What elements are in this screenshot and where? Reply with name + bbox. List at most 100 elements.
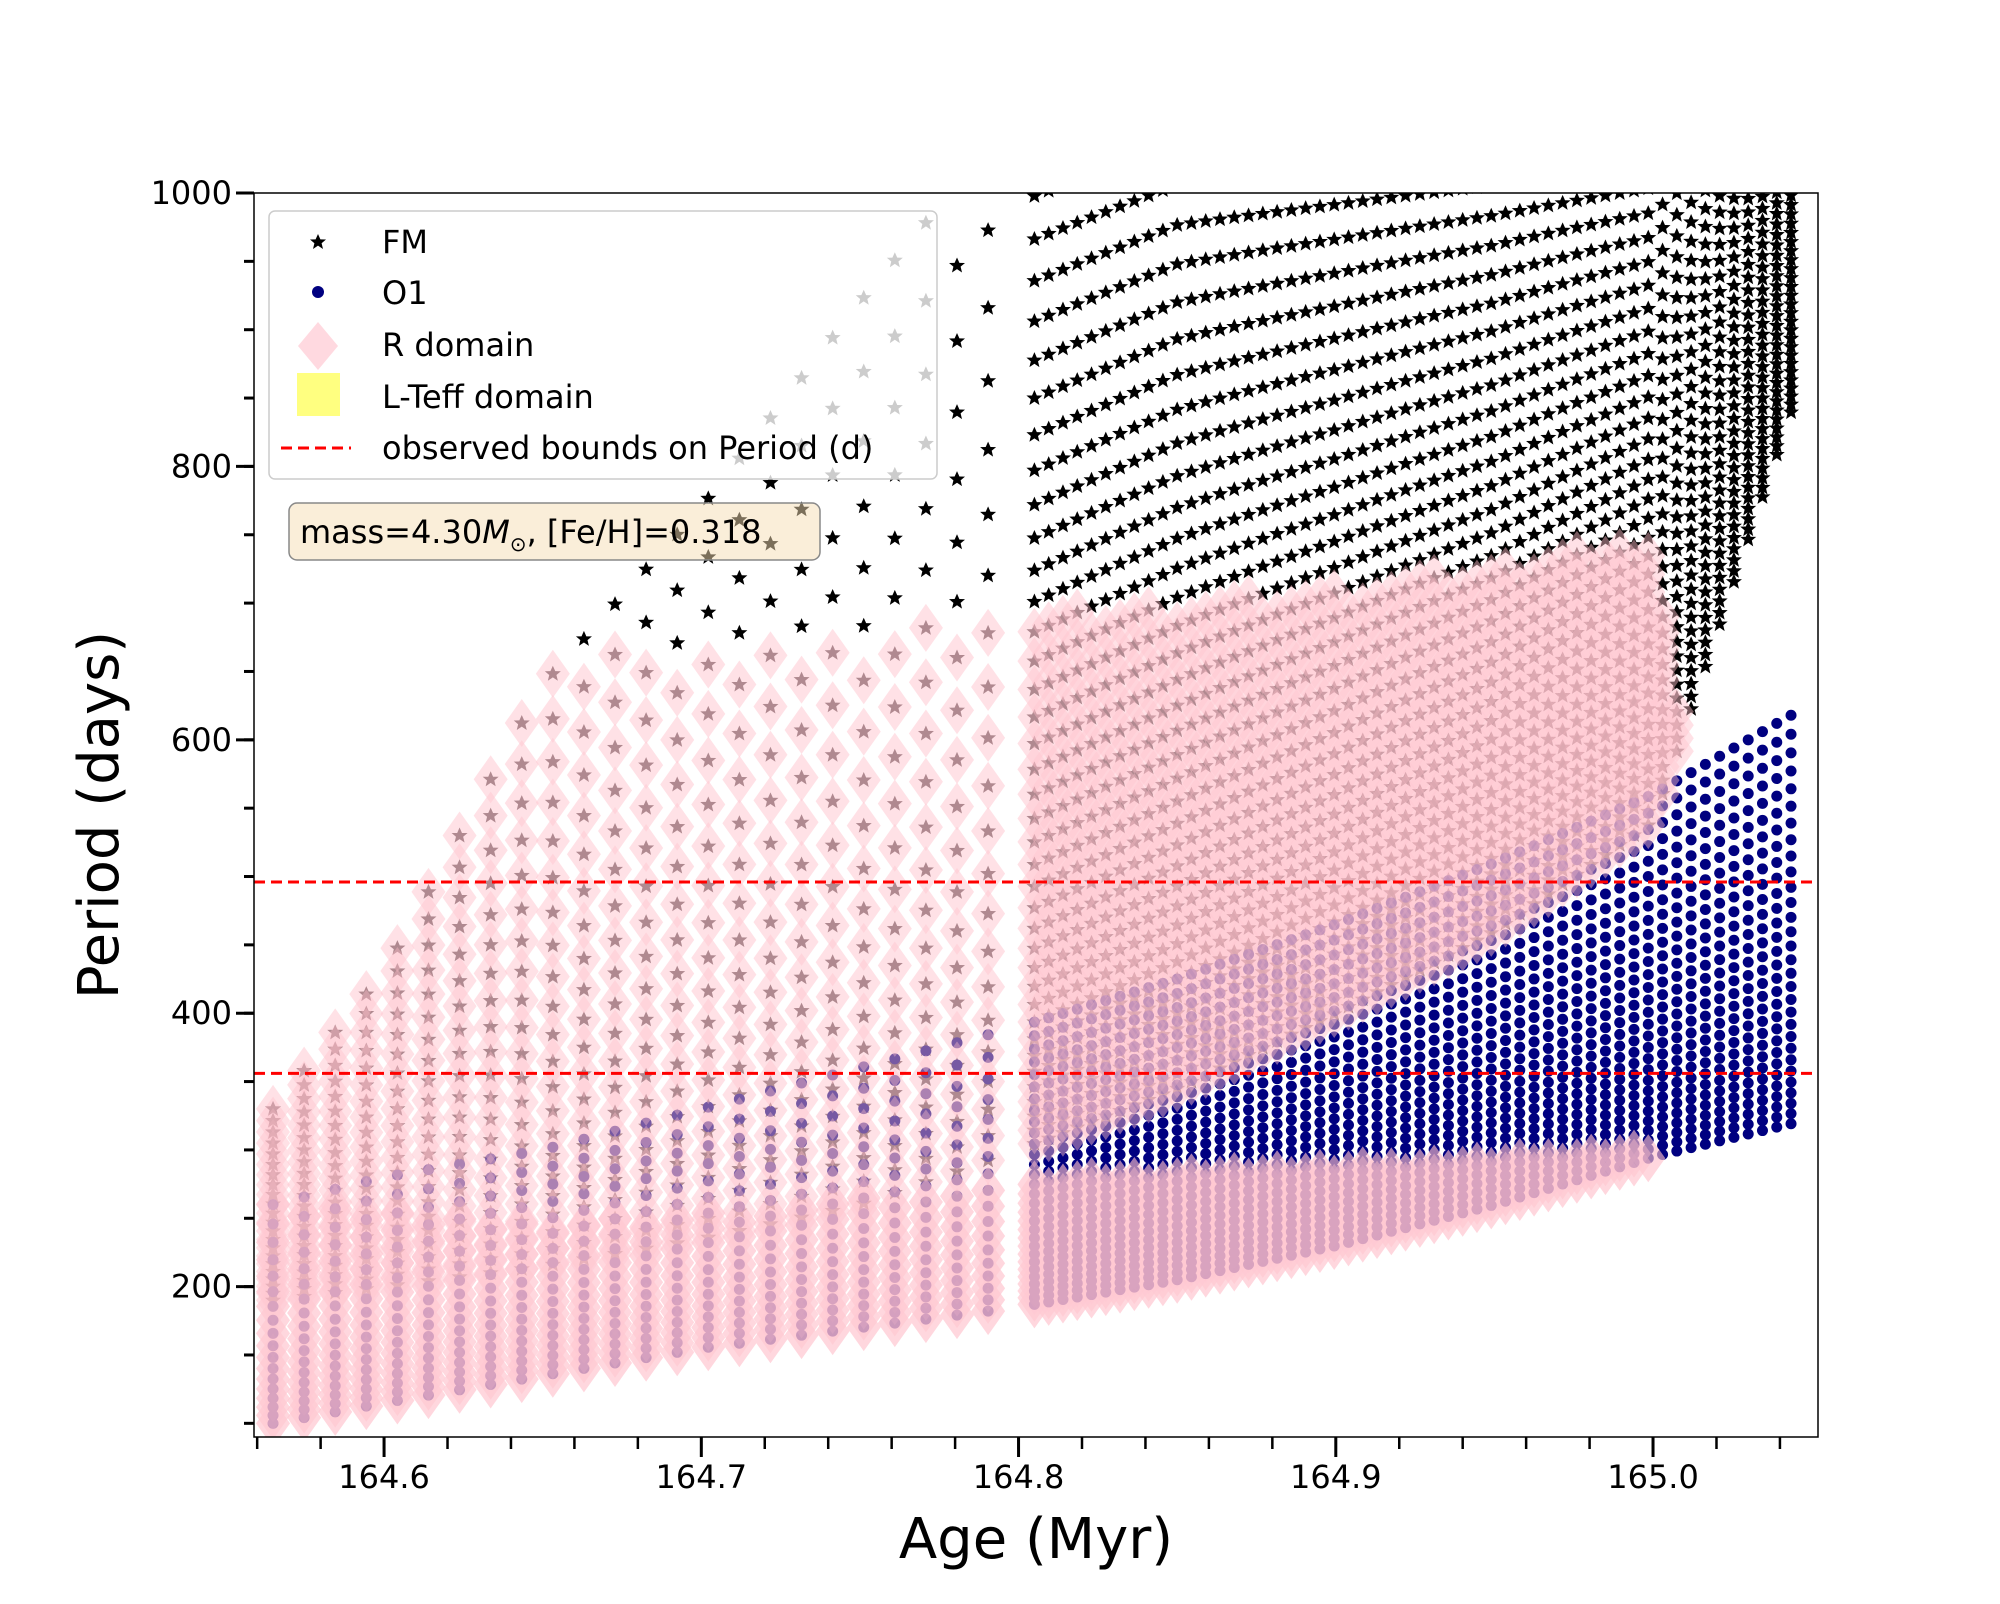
o1-point [1771,985,1783,997]
fm-point [1468,298,1485,314]
o1-point [1699,843,1711,855]
o1-point [1414,1014,1426,1026]
fm-point [1611,285,1628,301]
o1-point [1714,1125,1726,1137]
fm-point [1611,332,1628,348]
o1-point [1756,1003,1768,1015]
o1-point [1271,1107,1283,1119]
o1-point [1557,934,1569,946]
o1-point [1742,995,1754,1007]
fm-point [1426,336,1443,352]
o1-point [1756,1051,1768,1063]
fm-point [575,630,592,646]
o1-point [1585,1015,1597,1027]
o1-point [1342,1063,1354,1075]
o1-point [1699,827,1711,839]
fm-point [1383,222,1400,238]
fm-point [1711,204,1728,220]
r-domain-point [629,783,664,832]
o1-point [1585,1061,1597,1073]
o1-point [1300,1121,1312,1133]
o1-point [1685,1093,1697,1105]
o1-point [1542,1042,1554,1054]
o1-point [1771,1035,1783,1047]
o1-point [1400,1101,1412,1113]
o1-point [1671,1020,1683,1032]
fm-point [1497,263,1514,279]
o1-point [1500,971,1512,983]
o1-point [1542,967,1554,979]
o1-point [1342,1140,1354,1152]
r-domain-point [504,699,539,748]
fm-point [1654,196,1671,212]
o1-point [1699,858,1711,870]
fm-point [1397,481,1414,497]
o1-point [1599,1056,1611,1068]
o1-point [1500,1046,1512,1058]
o1-point [1528,946,1540,958]
fm-point [1069,543,1086,559]
o1-point [1371,1077,1383,1089]
o1-point [1742,752,1754,764]
fm-point [1454,462,1471,478]
o1-point [1771,998,1783,1010]
o1-point [1442,1088,1454,1100]
o1-point [1714,912,1726,924]
o1-point [1371,1029,1383,1041]
fm-point [1297,543,1314,559]
fm-point [1440,388,1457,404]
fm-point [1297,336,1314,352]
fm-point [1069,334,1086,350]
fm-point [1740,531,1757,547]
o1-point [1342,1108,1354,1120]
o1-point [1414,1039,1426,1051]
fm-point [1640,471,1657,487]
fm-point [1611,400,1628,416]
fm-point [1654,487,1671,503]
fm-point [1454,242,1471,258]
o1-point [1428,1124,1440,1136]
fm-point [1668,289,1685,305]
fm-point [1497,422,1514,438]
o1-point [1714,1085,1726,1097]
fm-point [1583,365,1600,381]
fm-point [1668,206,1685,222]
fm-point [1697,337,1714,353]
o1-point [1442,1042,1454,1054]
fm-point [1640,410,1657,426]
fm-point [1697,658,1714,674]
o1-point [1785,1065,1797,1077]
o1-point [1771,1121,1783,1133]
o1-point [1785,940,1797,952]
r-domain-point [660,802,695,851]
o1-point [1428,1034,1440,1046]
fm-point [1711,252,1728,268]
o1-point [1585,894,1597,906]
fm-point [1483,350,1500,366]
fm-point [1083,402,1100,418]
fm-point [1568,417,1585,433]
o1-point [1785,1108,1797,1120]
fm-point [1269,525,1286,541]
fm-point [1626,478,1642,494]
fm-point [1611,309,1628,325]
o1-point [1771,807,1783,819]
o1-point [1342,1026,1354,1038]
r-domain-point [660,760,695,809]
fm-point [1611,464,1628,480]
fm-point [1254,501,1271,517]
o1-point [1685,910,1697,922]
o1-point [1699,889,1711,901]
fm-point [1097,591,1114,607]
fm-point [1683,289,1700,305]
o1-point [1628,999,1640,1011]
o1-point [1742,885,1754,897]
fm-point [1483,237,1500,253]
fm-point [1069,255,1086,271]
o1-point [1485,976,1497,988]
fm-point [1583,242,1600,258]
o1-point [1742,838,1754,850]
fm-point [1597,337,1614,353]
o1-point [1699,1078,1711,1090]
fm-point [1383,347,1400,363]
